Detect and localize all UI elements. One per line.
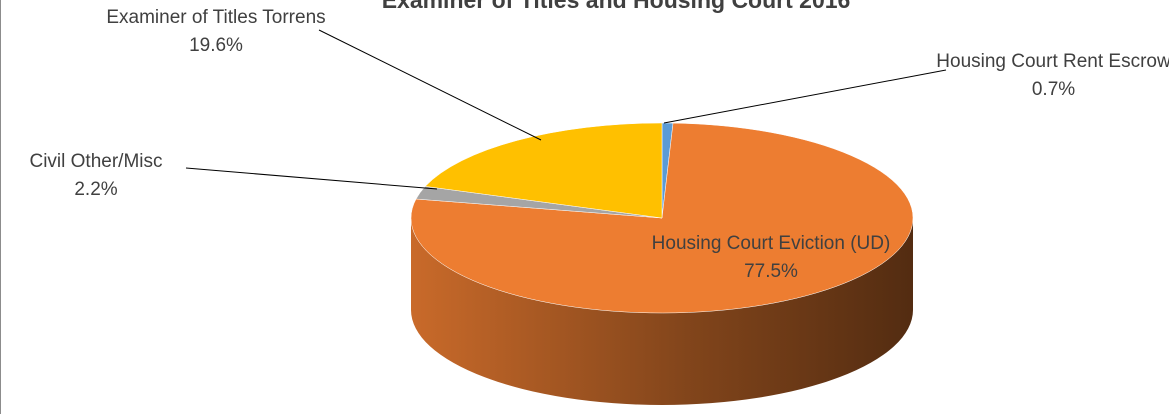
category-label: Housing Court Rent Escrow — [936, 51, 1169, 72]
category-label: Examiner of Titles Torrens — [106, 7, 326, 28]
leader-line — [663, 69, 947, 124]
data-label: Examiner of Titles Torrens 19.6% — [101, 4, 331, 60]
chart-title: Examiner of Titles and Housing Court 201… — [381, 0, 851, 13]
value-label: 19.6% — [189, 35, 243, 56]
data-label: Housing Court Rent Escrow 0.7% — [936, 48, 1169, 104]
slice-side — [411, 218, 913, 405]
value-label: 0.7% — [1031, 79, 1076, 100]
slice-top — [424, 122, 663, 219]
leader-line — [318, 29, 542, 141]
category-label: Civil Other/Misc — [29, 151, 163, 172]
value-label: 77.5% — [744, 261, 798, 282]
data-label: Housing Court Eviction (UD) 77.5% — [611, 230, 931, 286]
category-label: Housing Court Eviction (UD) — [651, 233, 891, 254]
data-label: Civil Other/Misc 2.2% — [1, 148, 191, 204]
leader-line — [185, 167, 438, 190]
value-label: 2.2% — [74, 179, 118, 200]
pie-slice — [424, 122, 663, 219]
